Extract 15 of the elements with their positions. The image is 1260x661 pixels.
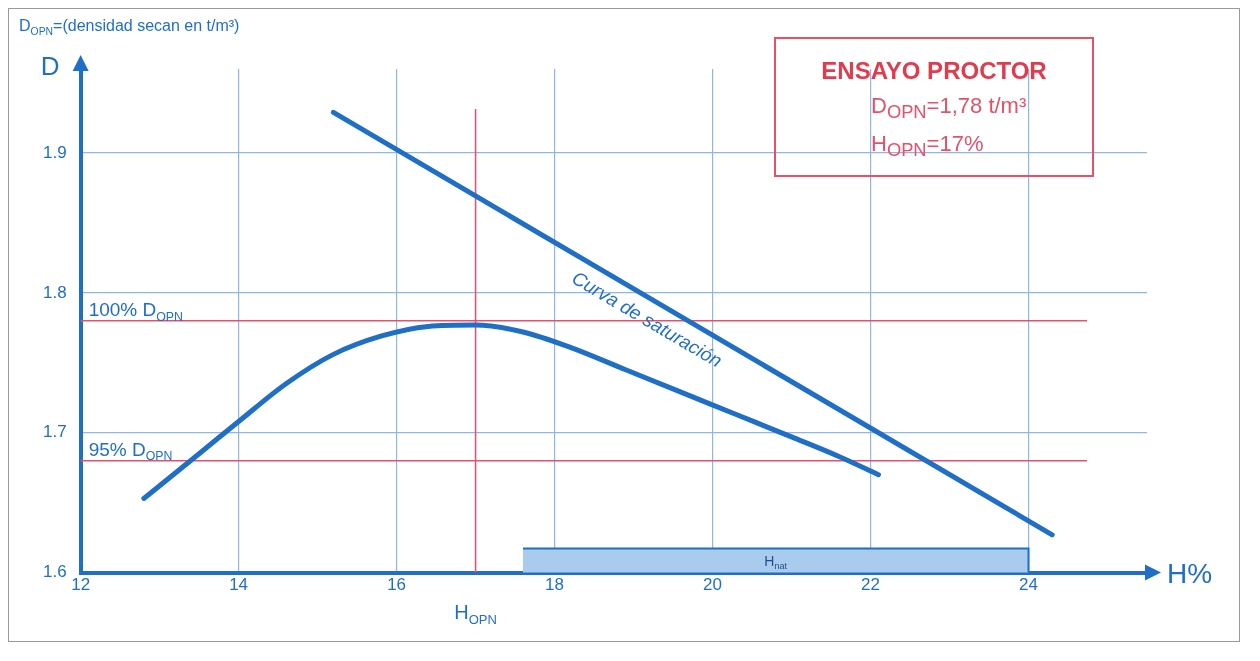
y-tick-label: 1.8 <box>42 282 67 302</box>
y-tick-label: 1.7 <box>42 422 67 442</box>
annotation: ENSAYO PROCTOR <box>820 57 1048 85</box>
x-tick-label: 24 <box>1019 575 1038 595</box>
y-tick-label: 1.6 <box>42 562 67 582</box>
x-tick-label: 20 <box>703 575 723 595</box>
x-tick-label: 14 <box>229 575 249 595</box>
x-tick-label: 22 <box>861 575 880 595</box>
x-tick-label: 18 <box>545 575 565 595</box>
y-axis-title: D <box>40 51 60 81</box>
x-tick-label: 16 <box>387 575 407 595</box>
y-tick-label: 1.9 <box>42 142 67 162</box>
annotation: D$_{OPN}$=1,78 t/m³ <box>871 93 1028 124</box>
x-tick-label: 12 <box>71 575 91 595</box>
x-axis-title: H% <box>1167 557 1213 589</box>
